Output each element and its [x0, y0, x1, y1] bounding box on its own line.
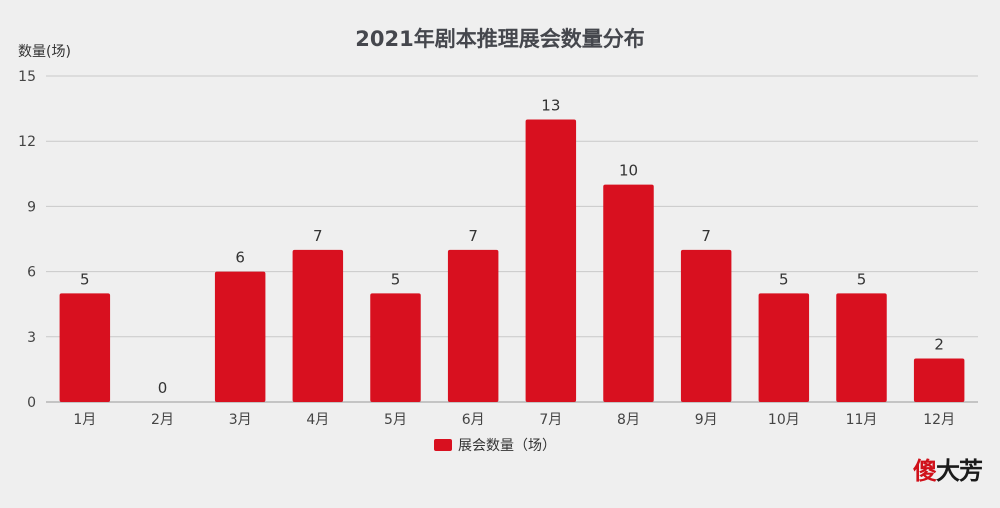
x-tick-label: 11月 [846, 412, 878, 428]
bar [680, 249, 732, 402]
x-tick-label: 7月 [539, 412, 562, 428]
x-tick-label: 8月 [617, 412, 640, 428]
bar [913, 358, 965, 402]
y-tick-label: 6 [27, 265, 36, 281]
gridlines [46, 75, 978, 403]
bar [525, 119, 577, 402]
x-tick-label: 3月 [229, 412, 252, 428]
data-label: 7 [701, 227, 711, 245]
x-tick-label: 2月 [151, 412, 174, 428]
bar [758, 293, 810, 402]
data-label: 5 [779, 270, 789, 288]
data-label: 6 [235, 249, 245, 267]
data-label: 7 [313, 227, 323, 245]
bar [836, 293, 887, 402]
chart-title: 2021年剧本推理展会数量分布 [355, 27, 644, 51]
x-tick-label: 9月 [695, 412, 718, 428]
bar [447, 249, 499, 402]
x-tick-label: 10月 [768, 412, 800, 428]
legend-label: 展会数量（场） [458, 438, 556, 454]
data-labels: 5 0 6 7 5 7 13 10 7 5 5 2 [80, 96, 944, 397]
y-axis-label: 数量(场) [18, 44, 71, 60]
x-tick-label: 6月 [462, 412, 485, 428]
y-tick-label: 3 [27, 330, 36, 346]
legend: 展会数量（场） [434, 438, 556, 454]
y-axis-ticks: 0 3 6 9 12 15 [18, 69, 36, 411]
x-tick-label: 1月 [73, 412, 96, 428]
bar [603, 184, 654, 402]
x-tick-label: 12月 [923, 412, 955, 428]
data-label: 5 [857, 270, 867, 288]
x-tick-label: 5月 [384, 412, 407, 428]
x-tick-label: 4月 [306, 412, 329, 428]
data-label: 13 [541, 96, 560, 114]
data-label: 5 [80, 270, 90, 288]
data-label: 2 [934, 336, 944, 354]
watermark-first-char: 傻 [913, 456, 937, 485]
data-label: 7 [468, 227, 478, 245]
bar [59, 293, 111, 402]
watermark-rest: 大芳 [936, 456, 983, 485]
legend-swatch [434, 439, 452, 451]
y-tick-label: 9 [27, 199, 36, 215]
bar [292, 249, 344, 402]
y-tick-label: 0 [27, 395, 36, 411]
bar [370, 293, 421, 402]
watermark-logo: 傻大芳 [913, 451, 983, 486]
x-axis-ticks: 1月 2月 3月 4月 5月 6月 7月 8月 9月 10月 11月 12月 [73, 412, 955, 428]
data-label: 10 [619, 162, 638, 180]
bar [214, 271, 266, 402]
bars [59, 119, 965, 402]
y-tick-label: 15 [18, 69, 36, 85]
data-label: 0 [158, 379, 168, 397]
y-tick-label: 12 [18, 134, 36, 150]
data-label: 5 [391, 270, 401, 288]
